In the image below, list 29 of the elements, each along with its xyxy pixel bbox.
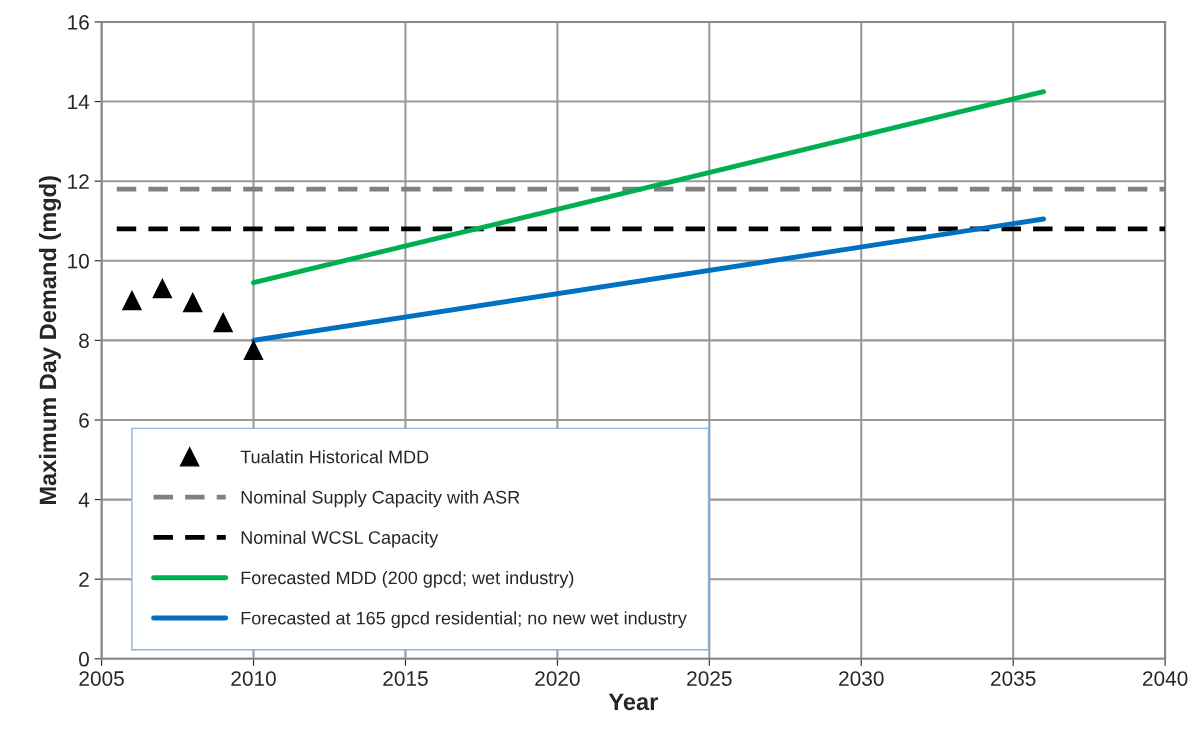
x-tick-label: 2015 [383, 671, 428, 686]
y-tick-label: 4 [78, 492, 90, 508]
legend-label: Nominal Supply Capacity with ASR [241, 490, 520, 508]
y-tick-label: 8 [79, 333, 89, 349]
x-tick-label: 2010 [231, 671, 276, 686]
point [213, 312, 233, 333]
point [183, 292, 203, 313]
y-axis-title: Maximum Day Demand (mgd) [38, 176, 62, 505]
point [243, 340, 264, 361]
x-tick-label: 2035 [991, 671, 1036, 686]
legend-label: Tualatin Historical MDD [240, 450, 429, 464]
x-tick-label: 2040 [1143, 671, 1188, 686]
x-tick-label: 2030 [839, 671, 884, 686]
y-tick-label: 10 [68, 253, 89, 269]
x-tick-label: 2025 [687, 671, 732, 686]
x-axis-title: Year [608, 693, 658, 711]
legend-label: Nominal WCSL Capacity [241, 530, 439, 548]
y-tick-label: 16 [68, 14, 89, 30]
y-tick-label: 12 [68, 174, 89, 189]
legend-label: Forecasted at 165 gpcd residential; no new wet industry [241, 611, 687, 629]
y-tick-label: 0 [79, 651, 89, 667]
x-tick-label: 2005 [79, 671, 124, 686]
point [122, 290, 142, 311]
y-tick-label: 2 [79, 572, 89, 587]
point [152, 278, 173, 299]
x-tick-label: 2020 [535, 671, 580, 686]
y-tick-label: 6 [79, 412, 89, 428]
y-tick-label: 14 [68, 94, 90, 110]
legend-label: Forecasted MDD (200 gpcd; wet industry) [241, 570, 574, 588]
